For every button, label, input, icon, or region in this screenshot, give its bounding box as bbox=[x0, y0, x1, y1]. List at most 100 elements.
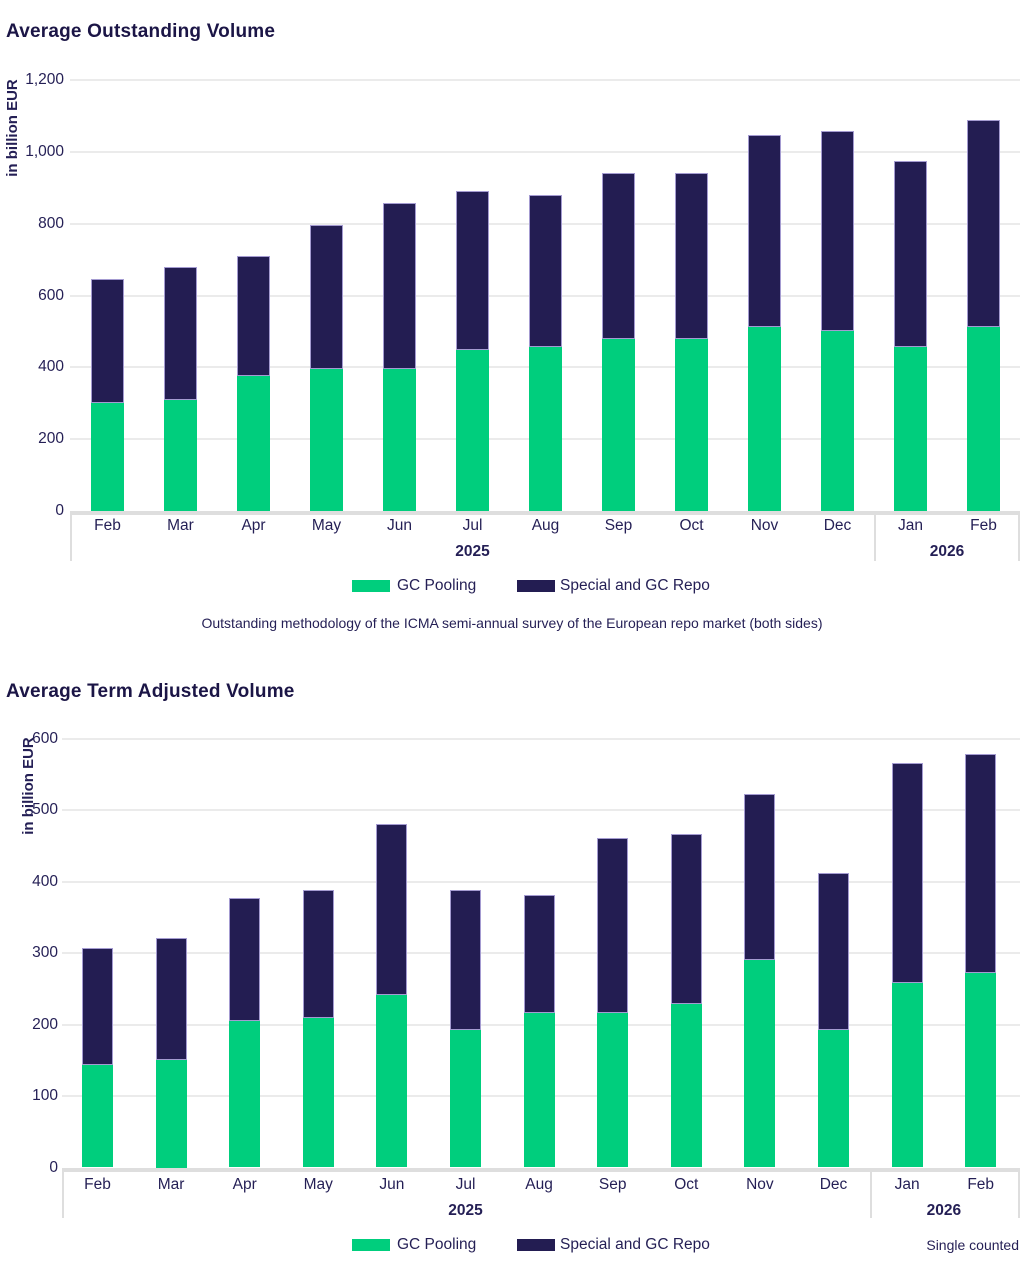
bar-segment-gc-pooling[interactable] bbox=[82, 1065, 113, 1168]
bar-segment-gc-pooling[interactable] bbox=[965, 973, 997, 1168]
bar-segment-gc-pooling[interactable] bbox=[670, 1003, 702, 1168]
bar-segment-gc-pooling[interactable] bbox=[744, 959, 776, 1168]
axis-separator bbox=[874, 515, 876, 561]
bar-segment-gc-pooling[interactable] bbox=[237, 376, 270, 511]
x-tick-label: Nov bbox=[750, 517, 779, 534]
chart-title: Average Outstanding Volume bbox=[6, 21, 276, 42]
bar-segment-special-and-gc-repo[interactable] bbox=[744, 793, 776, 960]
y-tick-label: 500 bbox=[32, 801, 58, 819]
bar-segment-special-and-gc-repo[interactable] bbox=[155, 938, 187, 1061]
bar-segment-special-and-gc-repo[interactable] bbox=[164, 266, 197, 400]
y-tick-label: 600 bbox=[32, 730, 58, 747]
bar-segment-special-and-gc-repo[interactable] bbox=[523, 894, 555, 1013]
bar-segment-gc-pooling[interactable] bbox=[376, 995, 408, 1168]
year-label: 2026 bbox=[929, 543, 965, 560]
bar-segment-special-and-gc-repo[interactable] bbox=[891, 763, 923, 983]
bar-segment-gc-pooling[interactable] bbox=[891, 982, 923, 1168]
x-axis-line bbox=[70, 511, 1020, 515]
bar-segment-gc-pooling[interactable] bbox=[523, 1012, 555, 1168]
bar-segment-gc-pooling[interactable] bbox=[310, 369, 343, 511]
axis-separator bbox=[70, 515, 72, 561]
bar-segment-special-and-gc-repo[interactable] bbox=[237, 255, 270, 377]
y-tick-label: 1,200 bbox=[25, 71, 64, 88]
bar-segment-gc-pooling[interactable] bbox=[302, 1017, 334, 1168]
bar-segment-gc-pooling[interactable] bbox=[748, 327, 781, 511]
x-tick-label: May bbox=[303, 1176, 333, 1193]
bar-segment-special-and-gc-repo[interactable] bbox=[597, 837, 629, 1014]
bar-segment-special-and-gc-repo[interactable] bbox=[670, 833, 702, 1004]
y-tick-label: 800 bbox=[38, 214, 64, 232]
bar-segment-gc-pooling[interactable] bbox=[602, 338, 635, 511]
bar-segment-gc-pooling[interactable] bbox=[229, 1021, 261, 1168]
y-tick-label: 0 bbox=[55, 502, 64, 519]
bar-segment-gc-pooling[interactable] bbox=[821, 331, 854, 511]
chart-title: Average Term Adjusted Volume bbox=[6, 681, 295, 702]
bar-segment-special-and-gc-repo[interactable] bbox=[821, 131, 854, 332]
bar-segment-special-and-gc-repo[interactable] bbox=[818, 872, 849, 1031]
bar-segment-special-and-gc-repo[interactable] bbox=[894, 160, 927, 347]
x-tick-label: Apr bbox=[232, 1176, 257, 1193]
bar-segment-gc-pooling[interactable] bbox=[894, 346, 927, 511]
legend-swatch-gc-pooling bbox=[352, 580, 390, 592]
bar-segment-gc-pooling[interactable] bbox=[818, 1030, 849, 1168]
legend-swatch-special-and-gc-repo bbox=[517, 1239, 555, 1251]
bar-segment-special-and-gc-repo[interactable] bbox=[529, 194, 562, 348]
bar-segment-gc-pooling[interactable] bbox=[456, 350, 489, 511]
x-tick-label: Apr bbox=[241, 517, 266, 534]
bar-segment-gc-pooling[interactable] bbox=[597, 1013, 629, 1168]
bar-segment-special-and-gc-repo[interactable] bbox=[229, 898, 261, 1022]
bar-segment-gc-pooling[interactable] bbox=[155, 1060, 187, 1168]
year-label: 2025 bbox=[448, 1202, 483, 1219]
x-tick-label: Sep bbox=[604, 517, 633, 534]
x-tick-label: Sep bbox=[598, 1176, 627, 1193]
gridline bbox=[62, 809, 1020, 812]
legend-label: Special and GC Repo bbox=[560, 1236, 710, 1253]
bar-segment-gc-pooling[interactable] bbox=[529, 347, 562, 511]
bar-segment-special-and-gc-repo[interactable] bbox=[602, 172, 635, 339]
bar-segment-special-and-gc-repo[interactable] bbox=[82, 947, 113, 1066]
bar-segment-special-and-gc-repo[interactable] bbox=[456, 191, 489, 351]
legend-swatch-special-and-gc-repo bbox=[517, 580, 555, 592]
bar-segment-special-and-gc-repo[interactable] bbox=[91, 279, 124, 404]
bar-segment-gc-pooling[interactable] bbox=[164, 399, 197, 511]
bar-segment-special-and-gc-repo[interactable] bbox=[748, 135, 781, 328]
bar-segment-special-and-gc-repo[interactable] bbox=[302, 889, 334, 1018]
axis-separator bbox=[1018, 515, 1020, 561]
x-axis-line bbox=[62, 1167, 1020, 1172]
x-tick-label: Aug bbox=[531, 517, 560, 534]
bar-segment-special-and-gc-repo[interactable] bbox=[675, 172, 708, 339]
gridline bbox=[70, 150, 1020, 153]
x-tick-label: Oct bbox=[679, 517, 704, 534]
x-tick-label: Mar bbox=[157, 1176, 185, 1193]
axis-separator bbox=[870, 1171, 873, 1218]
bar-segment-gc-pooling[interactable] bbox=[967, 327, 1000, 511]
x-tick-label: Jul bbox=[455, 1176, 476, 1193]
bar-segment-gc-pooling[interactable] bbox=[675, 338, 708, 511]
bar-segment-special-and-gc-repo[interactable] bbox=[310, 225, 343, 370]
y-tick-label: 1,000 bbox=[25, 142, 64, 160]
bar-segment-gc-pooling[interactable] bbox=[450, 1030, 481, 1168]
bar-segment-special-and-gc-repo[interactable] bbox=[383, 202, 416, 370]
bar-segment-special-and-gc-repo[interactable] bbox=[376, 823, 408, 996]
axis-separator bbox=[1018, 1171, 1020, 1218]
x-tick-label: Jul bbox=[462, 517, 483, 534]
y-tick-label: 600 bbox=[38, 286, 64, 304]
x-tick-label: Dec bbox=[823, 517, 852, 534]
bar-segment-special-and-gc-repo[interactable] bbox=[450, 889, 481, 1031]
x-tick-label: Feb bbox=[967, 1176, 995, 1193]
y-tick-label: 400 bbox=[32, 872, 58, 890]
single-counted-note: Single counted bbox=[926, 1237, 1019, 1253]
year-label: 2025 bbox=[455, 543, 490, 560]
bar-segment-gc-pooling[interactable] bbox=[383, 369, 416, 511]
y-tick-label: 100 bbox=[32, 1087, 58, 1105]
bar-segment-special-and-gc-repo[interactable] bbox=[967, 119, 1000, 328]
bar-segment-special-and-gc-repo[interactable] bbox=[965, 753, 997, 974]
y-tick-label: 200 bbox=[32, 1015, 58, 1033]
x-tick-label: May bbox=[311, 517, 342, 534]
x-tick-label: Dec bbox=[819, 1176, 848, 1193]
bar-segment-gc-pooling[interactable] bbox=[91, 403, 124, 511]
year-label: 2026 bbox=[926, 1202, 962, 1219]
x-tick-label: Feb bbox=[970, 517, 997, 534]
